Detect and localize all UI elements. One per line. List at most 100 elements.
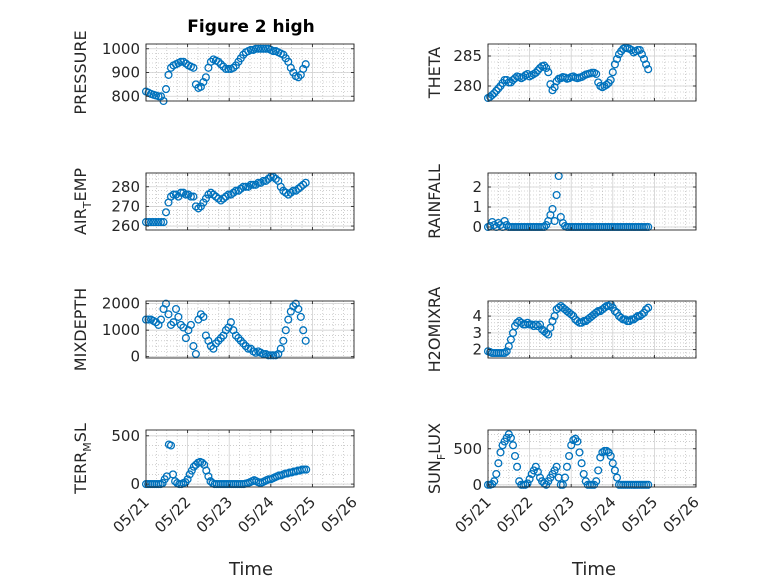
data-point xyxy=(506,433,515,442)
data-point xyxy=(186,192,195,201)
data-point xyxy=(266,351,275,360)
subplot-6: 234 H2OMIXRA xyxy=(425,287,697,373)
series-markers xyxy=(483,430,653,489)
data-point xyxy=(249,180,258,189)
data-point xyxy=(234,186,243,195)
data-point xyxy=(241,182,250,191)
data-point xyxy=(199,77,208,87)
data-point xyxy=(176,320,185,329)
data-point xyxy=(229,188,238,197)
data-point xyxy=(251,44,260,53)
data-point xyxy=(500,348,509,358)
data-point xyxy=(271,174,280,183)
data-point xyxy=(146,218,156,227)
data-point xyxy=(635,45,644,55)
data-point xyxy=(144,218,153,227)
data-point xyxy=(299,180,308,189)
y-axis-label-rest: SL xyxy=(71,423,90,442)
data-point xyxy=(552,190,561,200)
y-tick-label: 3 xyxy=(472,324,482,342)
data-point xyxy=(219,62,228,71)
y-tick-label: 1 xyxy=(472,198,482,216)
x-tick-label: 05/25 xyxy=(618,493,661,536)
data-point xyxy=(560,473,570,482)
data-point xyxy=(492,469,501,479)
x-tick-label: 05/26 xyxy=(318,493,361,536)
data-point xyxy=(204,472,213,481)
data-point xyxy=(166,441,176,450)
data-point xyxy=(254,44,263,53)
data-point xyxy=(264,351,273,360)
data-point xyxy=(569,436,578,445)
data-point xyxy=(610,307,619,316)
data-point xyxy=(602,446,611,455)
data-point xyxy=(608,459,617,468)
data-point xyxy=(596,453,605,462)
subplot-2: 280 285 THETA xyxy=(425,43,697,103)
data-point xyxy=(219,194,228,203)
data-point xyxy=(542,63,551,73)
axes-box xyxy=(487,43,697,102)
data-point xyxy=(176,57,185,66)
data-point xyxy=(216,60,225,69)
data-point xyxy=(189,63,198,72)
data-point xyxy=(244,182,253,191)
data-point xyxy=(531,320,540,329)
axes-box xyxy=(487,300,697,359)
data-point xyxy=(286,188,295,197)
data-point xyxy=(521,480,530,489)
data-point xyxy=(535,320,545,329)
data-point xyxy=(550,216,559,226)
data-point xyxy=(276,344,285,353)
data-point xyxy=(639,54,649,64)
data-point xyxy=(159,218,168,227)
data-point xyxy=(642,305,651,314)
x-tick-label: 05/21 xyxy=(110,493,153,536)
data-point xyxy=(606,75,615,85)
data-point xyxy=(565,451,574,461)
data-point xyxy=(236,336,245,345)
data-point xyxy=(294,73,303,82)
y-tick-label: 280 xyxy=(453,77,482,95)
data-point xyxy=(239,182,248,191)
data-point xyxy=(259,176,268,185)
data-point xyxy=(592,477,601,486)
data-point xyxy=(579,469,588,479)
y-tick-label: 285 xyxy=(453,47,482,65)
data-point xyxy=(612,54,622,64)
data-point xyxy=(592,308,601,317)
series-markers xyxy=(483,300,653,358)
y-axis-label-main: AIR xyxy=(71,208,90,235)
data-point xyxy=(229,63,238,72)
data-point xyxy=(606,451,615,461)
data-point xyxy=(567,310,576,319)
x-tick-label: 05/21 xyxy=(452,493,495,536)
y-axis-label: H2OMIXRA xyxy=(425,287,444,373)
data-point xyxy=(494,84,503,93)
data-point xyxy=(256,44,265,53)
data-point xyxy=(198,458,207,467)
data-point xyxy=(211,192,220,201)
data-point xyxy=(224,190,233,199)
data-point xyxy=(221,192,230,201)
axes-box xyxy=(145,172,355,231)
data-point xyxy=(575,448,584,457)
data-point xyxy=(164,310,173,319)
data-point xyxy=(577,459,586,468)
data-point xyxy=(279,336,288,345)
data-point xyxy=(642,60,651,69)
data-point xyxy=(199,312,208,321)
y-tick-label: 900 xyxy=(111,64,140,82)
data-point xyxy=(531,68,540,77)
x-axis-label-right: Time xyxy=(571,559,616,580)
y-tick-label: 500 xyxy=(453,440,482,458)
data-point xyxy=(156,315,166,324)
data-point xyxy=(494,459,503,468)
data-point xyxy=(496,448,505,457)
data-point xyxy=(637,50,646,59)
data-point xyxy=(513,462,522,471)
data-point xyxy=(246,180,255,189)
data-point xyxy=(301,336,310,345)
data-point xyxy=(196,82,205,91)
